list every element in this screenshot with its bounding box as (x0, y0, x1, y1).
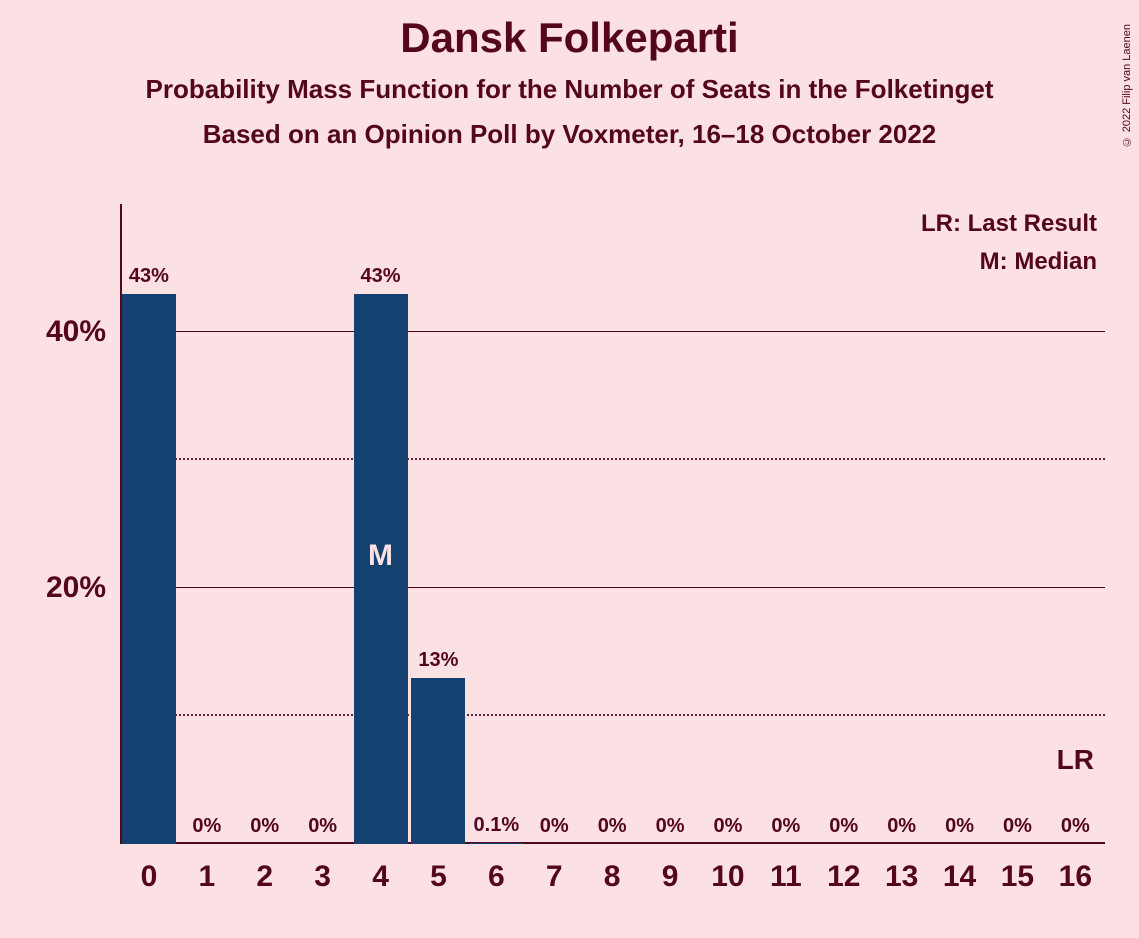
chart-subtitle-1: Probability Mass Function for the Number… (0, 74, 1139, 105)
bar-value-label: 43% (361, 265, 401, 288)
bar (411, 678, 465, 844)
y-tick-label: 20% (46, 571, 106, 605)
bar-value-label: 13% (418, 649, 458, 672)
median-marker: M (368, 539, 393, 573)
x-tick-label: 7 (546, 860, 563, 894)
legend-lr: LR: Last Result (921, 210, 1097, 238)
gridline-minor (120, 458, 1105, 460)
x-tick-label: 13 (885, 860, 918, 894)
bar-value-label: 0% (656, 815, 685, 838)
x-tick-label: 16 (1059, 860, 1092, 894)
gridline-major (120, 331, 1105, 332)
x-tick-label: 9 (662, 860, 679, 894)
x-tick-label: 14 (943, 860, 976, 894)
y-tick-label: 40% (46, 315, 106, 349)
plot-area: LR: Last Result M: Median 20%40%43%00%10… (120, 204, 1105, 844)
bar-value-label: 0.1% (474, 814, 520, 837)
bar-value-label: 0% (713, 815, 742, 838)
legend-m: M: Median (980, 248, 1097, 276)
chart-subtitle-2: Based on an Opinion Poll by Voxmeter, 16… (0, 119, 1139, 150)
bar (469, 843, 523, 844)
x-tick-label: 2 (256, 860, 273, 894)
bar-value-label: 0% (1003, 815, 1032, 838)
chart-container: LR: Last Result M: Median 20%40%43%00%10… (0, 194, 1139, 938)
chart-title: Dansk Folkeparti (0, 14, 1139, 62)
x-tick-label: 15 (1001, 860, 1034, 894)
x-tick-label: 10 (711, 860, 744, 894)
bar-value-label: 43% (129, 265, 169, 288)
x-tick-label: 6 (488, 860, 505, 894)
gridline-major (120, 587, 1105, 588)
bar-value-label: 0% (540, 815, 569, 838)
bar-value-label: 0% (1061, 815, 1090, 838)
bar-value-label: 0% (192, 815, 221, 838)
x-tick-label: 8 (604, 860, 621, 894)
copyright-text: © 2022 Filip van Laenen (1121, 24, 1133, 147)
bar-value-label: 0% (945, 815, 974, 838)
x-tick-label: 0 (141, 860, 158, 894)
gridline-minor (120, 714, 1105, 716)
x-tick-label: 11 (770, 860, 802, 894)
bar-value-label: 0% (250, 815, 279, 838)
bar-value-label: 0% (887, 815, 916, 838)
x-tick-label: 5 (430, 860, 447, 894)
bar (122, 294, 176, 844)
x-tick-label: 1 (199, 860, 216, 894)
bar-value-label: 0% (598, 815, 627, 838)
x-axis (120, 842, 1105, 844)
bar-value-label: 0% (829, 815, 858, 838)
x-tick-label: 3 (314, 860, 331, 894)
last-result-marker: LR (1057, 744, 1094, 776)
bar-value-label: 0% (771, 815, 800, 838)
x-tick-label: 4 (372, 860, 389, 894)
bar-value-label: 0% (308, 815, 337, 838)
x-tick-label: 12 (827, 860, 860, 894)
